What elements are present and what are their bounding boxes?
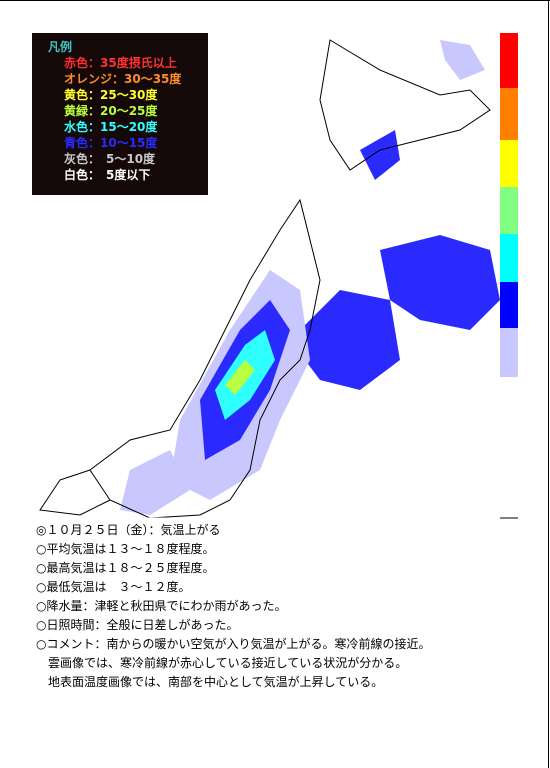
note-line: ○最高気温は１８〜２５度程度。 [36,561,215,575]
note-line: ○日照時間：全般に日差しがあった。 [36,618,239,632]
note-line: ○コメント：南からの暖かい空気が入り気温が上がる。寒冷前線の接近。 [36,637,431,651]
legend-item: オレンジ：30〜35度 [64,72,182,86]
note-line: 雲画像では、寒冷前線が赤心している接近している状況が分かる。 [36,656,408,670]
note-line: ◎１０月２５日（金）：気温上がる [36,523,221,537]
legend: 凡例 赤色：35度摂氏以上 オレンジ：30〜35度 黄色：25〜30度 黄緑：20〜2… [32,33,208,195]
legend-item: 青色：10〜15度 [64,136,158,150]
cloud-blobs [120,40,500,515]
color-scale [500,33,518,519]
legend-item: 黄色：25〜30度 [64,88,158,102]
notes: ◎１０月２５日（金）：気温上がる ○平均気温は１３〜１８度程度。 ○最高気温は１８〜… [36,521,430,692]
note-line: ○最低気温は ３〜１２度。 [36,580,191,594]
legend-item: 黄緑：20〜25度 [64,104,158,118]
note-line: ○降水量：津軽と秋田県でにわか雨があった。 [36,599,287,613]
legend-item: 灰色： 5〜10度 [64,152,156,166]
legend-title: 凡例 [48,40,73,54]
legend-item: 水色：15〜20度 [64,120,158,134]
legend-item: 赤色：35度摂氏以上 [64,56,177,70]
note-line: 地表面温度画像では、南部を中心として気温が上昇している。 [36,675,384,689]
legend-item: 白色： 5度以下 [64,168,151,182]
note-line: ○平均気温は１３〜１８度程度。 [36,542,215,556]
coastline [39,39,491,519]
